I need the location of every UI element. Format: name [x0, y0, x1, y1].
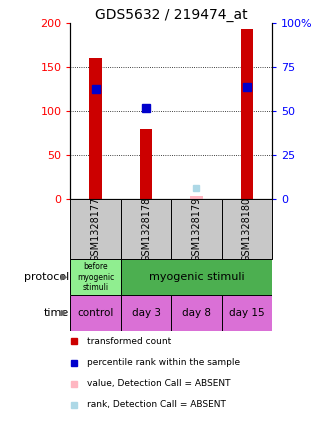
- Bar: [89, 58, 102, 199]
- Bar: [241, 30, 253, 199]
- Text: protocol: protocol: [24, 272, 69, 282]
- Title: GDS5632 / 219474_at: GDS5632 / 219474_at: [95, 8, 247, 22]
- Bar: [70, 199, 121, 259]
- Text: time: time: [44, 308, 69, 318]
- Text: control: control: [77, 308, 114, 318]
- Bar: [70, 259, 121, 295]
- Text: transformed count: transformed count: [86, 337, 171, 346]
- Bar: [171, 295, 221, 331]
- Text: value, Detection Call = ABSENT: value, Detection Call = ABSENT: [86, 379, 230, 388]
- Text: GSM1328180: GSM1328180: [242, 197, 252, 262]
- Bar: [222, 295, 272, 331]
- Bar: [140, 129, 152, 199]
- Text: day 8: day 8: [182, 308, 211, 318]
- Text: rank, Detection Call = ABSENT: rank, Detection Call = ABSENT: [86, 400, 225, 409]
- Bar: [190, 196, 203, 199]
- Text: percentile rank within the sample: percentile rank within the sample: [86, 358, 240, 367]
- Text: GSM1328177: GSM1328177: [91, 197, 100, 262]
- Text: GSM1328178: GSM1328178: [141, 197, 151, 262]
- Bar: [121, 259, 272, 295]
- Text: GSM1328179: GSM1328179: [191, 197, 201, 262]
- Bar: [70, 295, 121, 331]
- Text: day 15: day 15: [229, 308, 265, 318]
- Text: before
myogenic
stimuli: before myogenic stimuli: [77, 262, 114, 292]
- Bar: [171, 199, 221, 259]
- Bar: [121, 199, 171, 259]
- Text: day 3: day 3: [132, 308, 161, 318]
- Bar: [222, 199, 272, 259]
- Text: myogenic stimuli: myogenic stimuli: [148, 272, 244, 282]
- Bar: [121, 295, 171, 331]
